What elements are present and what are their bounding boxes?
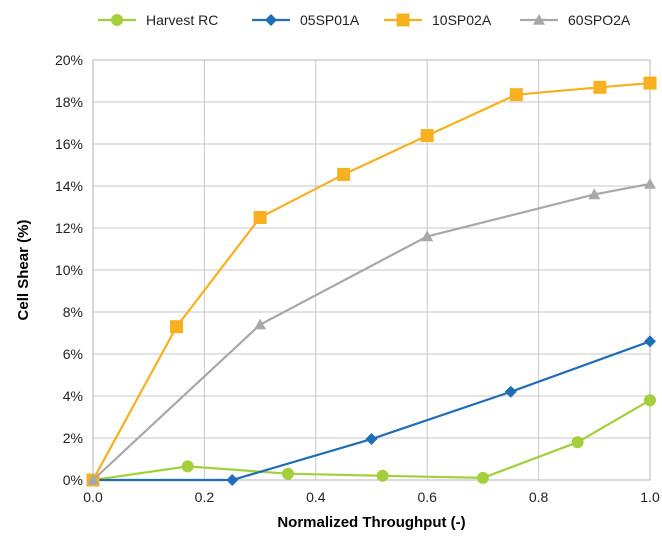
plot-frame [92, 59, 651, 481]
data-point [420, 129, 434, 143]
legend-swatch-marker [111, 14, 123, 26]
data-point [571, 436, 584, 449]
y-tick-label: 6% [63, 346, 83, 362]
data-point [87, 474, 99, 485]
legend-label: 05SP01A [300, 12, 360, 28]
y-axis-title: Cell Shear (%) [15, 220, 32, 321]
legend: Harvest RC 05SP01A 10SP02A 60SPO2A [98, 12, 631, 28]
y-tick-label: 0% [63, 472, 83, 488]
x-tick-label: 0.8 [529, 489, 549, 505]
legend-swatch-marker [396, 13, 410, 27]
data-point [376, 469, 389, 482]
data-point [509, 88, 523, 102]
series [87, 335, 656, 486]
data-point [253, 211, 267, 224]
x-tick-label: 0.6 [417, 489, 437, 505]
x-tick-label: 1.0 [640, 489, 660, 505]
data-point [421, 230, 434, 242]
legend-label: 60SPO2A [568, 12, 631, 28]
data-point [170, 320, 184, 334]
legend-swatch-marker [533, 14, 545, 25]
y-tick-label: 10% [55, 262, 83, 278]
data-point [644, 335, 656, 348]
y-tick-label: 12% [55, 220, 83, 236]
series-line [93, 340, 651, 482]
grid [92, 59, 651, 481]
legend-item: 60SPO2A [520, 12, 631, 28]
y-tick-label: 20% [55, 52, 83, 68]
series [87, 394, 656, 486]
legend-label: 10SP02A [432, 12, 492, 28]
data-point [281, 467, 294, 480]
series-layer [86, 76, 657, 487]
legend-label: Harvest RC [146, 12, 218, 28]
y-tick-label: 4% [63, 388, 83, 404]
data-point [643, 76, 657, 90]
axes: 0% 2% 4% 6% 8% 10% 12% 14% 16% 18% 20% 0.0 0.2 0.4 0.6… [55, 52, 660, 505]
data-point [504, 385, 517, 398]
data-point [365, 433, 378, 446]
x-axis-title: Normalized Throughput (-) [277, 514, 465, 531]
data-point [226, 474, 239, 486]
y-tick-label: 14% [55, 178, 83, 194]
legend-item: 10SP02A [384, 12, 492, 28]
data-point [644, 177, 656, 189]
series-line [92, 82, 651, 481]
data-point [593, 80, 607, 94]
x-tick-label: 0.4 [306, 489, 326, 505]
y-tick-label: 16% [55, 136, 83, 152]
data-point [476, 471, 489, 484]
legend-item: Harvest RC [98, 12, 218, 28]
data-point [644, 394, 656, 407]
x-tick-label: 0.2 [195, 489, 215, 505]
data-point [588, 188, 601, 200]
y-tick-label: 8% [63, 304, 83, 320]
legend-item: 05SP01A [252, 12, 360, 28]
data-point [181, 460, 194, 473]
y-tick-label: 18% [55, 94, 83, 110]
series [87, 177, 656, 485]
data-point [254, 318, 267, 330]
data-point [337, 167, 351, 181]
y-tick-label: 2% [63, 430, 83, 446]
x-tick-label: 0.0 [83, 489, 103, 505]
series [86, 76, 657, 487]
legend-swatch-marker [265, 14, 277, 26]
